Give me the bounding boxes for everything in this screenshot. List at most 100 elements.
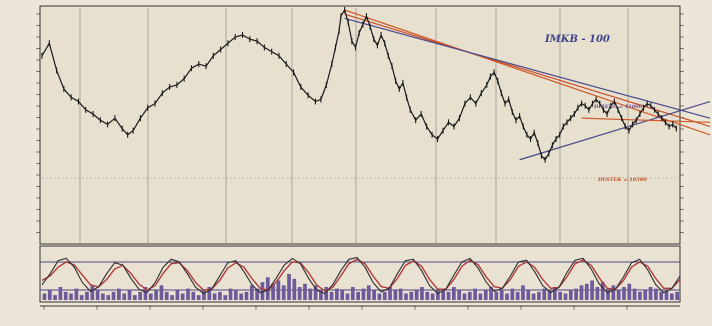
volume-bar xyxy=(558,291,563,300)
chart-title: IMKB - 100 xyxy=(544,34,610,45)
volume-bar xyxy=(95,290,100,300)
volume-bar xyxy=(329,291,334,300)
volume-bar xyxy=(106,295,111,300)
volume-bar xyxy=(345,293,350,300)
volume-bar xyxy=(654,288,658,300)
volume-bar xyxy=(382,291,387,300)
volume-bar xyxy=(505,293,509,300)
price-line xyxy=(41,8,677,161)
volume-bar xyxy=(483,290,488,300)
volume-bar xyxy=(568,290,573,300)
volume-bar xyxy=(462,293,467,300)
volume-bar xyxy=(584,283,589,300)
volume-bars xyxy=(42,274,679,300)
volume-bar xyxy=(313,285,318,300)
price-panel xyxy=(39,5,681,245)
volume-bar xyxy=(202,290,206,300)
volume-bar xyxy=(388,287,392,300)
volume-bar xyxy=(451,287,456,300)
volume-bar xyxy=(648,287,653,300)
volume-bar xyxy=(377,293,382,300)
volume-bar xyxy=(255,288,259,300)
trendline xyxy=(344,9,711,136)
volume-bar xyxy=(350,287,355,300)
volume-bar xyxy=(515,291,520,300)
volume-bar xyxy=(271,283,275,300)
volume-bar xyxy=(249,285,254,300)
volume-bar xyxy=(281,285,286,300)
volume-bar xyxy=(595,287,600,300)
x-axis-ticks xyxy=(43,306,628,310)
volume-bar xyxy=(590,280,594,300)
volume-bar xyxy=(74,288,79,300)
volume-bar xyxy=(180,293,185,300)
volume-bar xyxy=(127,290,132,300)
volume-bar xyxy=(531,293,536,300)
volume-bar xyxy=(393,290,398,300)
volume-bar xyxy=(138,291,143,300)
volume-bar xyxy=(148,293,153,300)
resistance-label: DIRENC = 11000 xyxy=(593,104,643,110)
volume-bar xyxy=(175,290,180,300)
volume-bar xyxy=(63,291,68,300)
support-label: DESTEK = 10500 xyxy=(597,177,647,183)
volume-bar xyxy=(79,295,84,300)
volume-bar xyxy=(478,293,483,300)
volume-bar xyxy=(212,293,217,300)
volume-bar xyxy=(90,285,95,300)
volume-bar xyxy=(430,293,435,300)
volume-bar xyxy=(159,285,164,300)
volume-bar xyxy=(260,282,265,300)
trendline xyxy=(581,117,711,123)
price-series xyxy=(41,7,677,163)
volume-bar xyxy=(297,287,302,300)
volume-bar xyxy=(669,293,674,300)
volume-bar xyxy=(239,293,244,300)
oscillator-fast-line xyxy=(41,256,681,295)
volume-bar xyxy=(186,288,190,300)
volume-bar xyxy=(547,290,552,300)
volume-bar xyxy=(335,288,339,300)
volume-bar xyxy=(425,291,430,300)
volume-bar xyxy=(632,288,637,300)
volume-bar xyxy=(69,293,73,300)
trendline xyxy=(519,100,711,161)
volume-bar xyxy=(436,290,440,300)
volume-bar xyxy=(143,287,148,300)
volume-bar xyxy=(234,290,238,300)
oscillator-lines xyxy=(41,256,681,295)
volume-bar xyxy=(372,290,376,300)
volume-bar xyxy=(207,287,212,300)
volume-bar xyxy=(622,287,626,300)
trendlines xyxy=(344,9,711,161)
volume-bar xyxy=(638,291,642,300)
volume-bar xyxy=(196,295,201,300)
volume-bar xyxy=(494,291,499,300)
volume-bar xyxy=(467,291,472,300)
volume-bar xyxy=(132,295,137,300)
volume-bar xyxy=(404,293,408,300)
volume-bar xyxy=(101,293,105,300)
trendline xyxy=(344,17,711,119)
volume-bar xyxy=(319,290,323,300)
volume-bar xyxy=(606,288,610,300)
volume-bar xyxy=(664,290,669,300)
volume-bar xyxy=(308,288,313,300)
volume-bar xyxy=(627,283,632,300)
volume-bar xyxy=(457,290,462,300)
volume-bar xyxy=(521,285,525,300)
volume-bar xyxy=(42,293,47,300)
volume-bar xyxy=(223,295,228,300)
volume-bar xyxy=(58,287,63,300)
volume-bar xyxy=(47,290,52,300)
volume-bar xyxy=(361,288,366,300)
volume-bar xyxy=(579,285,584,300)
volume-bar xyxy=(414,290,419,300)
volume-bar xyxy=(563,293,568,300)
volume-bar xyxy=(265,277,270,300)
volume-bar xyxy=(154,290,158,300)
volume-bar xyxy=(553,287,557,300)
volume-bar xyxy=(85,291,89,300)
volume-bar xyxy=(446,291,451,300)
